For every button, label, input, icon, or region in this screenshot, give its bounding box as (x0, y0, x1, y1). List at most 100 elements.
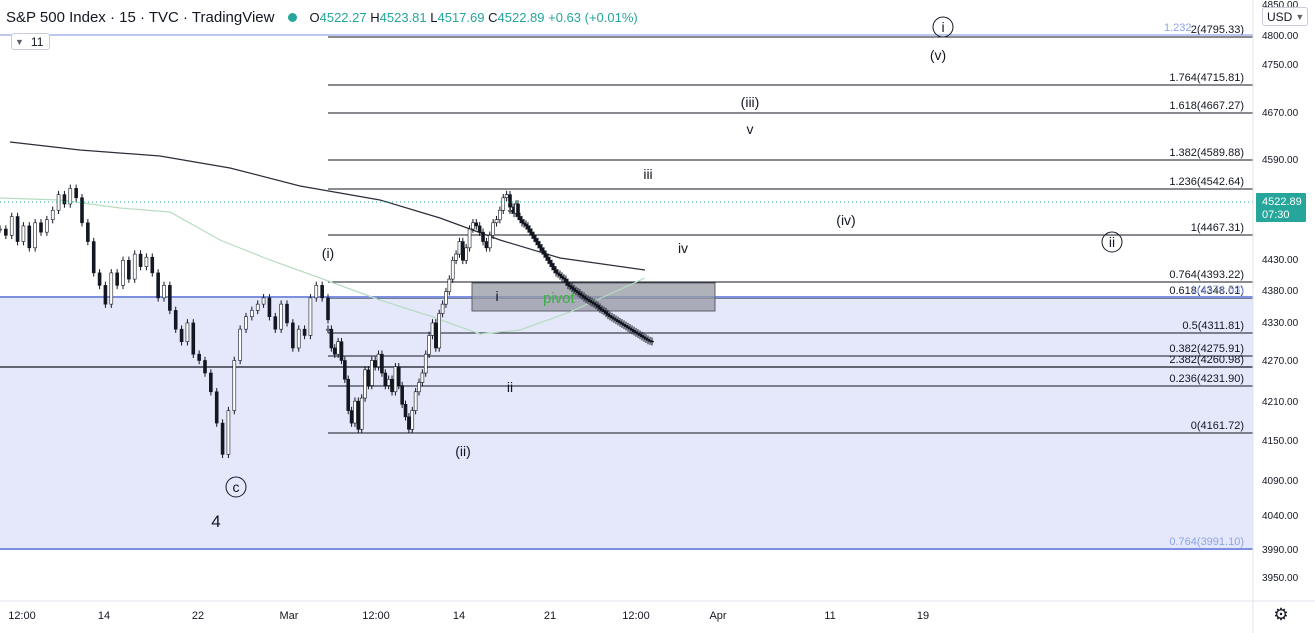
candle-body (359, 397, 364, 430)
candle-body (238, 328, 242, 361)
candle-body (121, 260, 125, 286)
candle-body (427, 335, 431, 355)
wave-label: (iii) (741, 94, 760, 110)
candle-body (353, 400, 357, 424)
candle-body (97, 272, 102, 286)
candle-body (80, 197, 84, 224)
fib-level-label: 2(4795.33) (1191, 24, 1244, 36)
candle-body (332, 347, 337, 355)
candle-body (376, 353, 381, 368)
candle-body (554, 269, 558, 274)
candle-body (403, 403, 408, 418)
candle-body (326, 297, 330, 321)
price-tick-label: 4590.00 (1262, 155, 1299, 166)
candle-body (244, 316, 248, 330)
candle-body (481, 231, 485, 242)
candle-body (279, 303, 283, 330)
candle-body (336, 341, 340, 355)
price-tick-label: 4040.00 (1262, 511, 1299, 522)
candle-body (173, 310, 178, 330)
price-tick-label: 4210.00 (1262, 397, 1299, 408)
gear-icon[interactable]: ⚙ (1273, 605, 1289, 624)
candle-body (494, 219, 499, 224)
indicators-collapse-toggle[interactable]: ▼ 11 (11, 33, 50, 50)
time-tick-label: 21 (544, 610, 556, 622)
candle-body (232, 360, 237, 411)
candle-body (15, 216, 20, 242)
currency-value: USD (1267, 9, 1293, 24)
fib-level-label: 0.764(4393.22) (1169, 269, 1244, 281)
candle-body (226, 410, 231, 455)
market-status-dot[interactable] (288, 13, 298, 22)
chart-legend[interactable]: S&P 500 Index · 15 · TVC · TradingView O… (6, 9, 638, 26)
fib-level-label: 0.236(4231.90) (1169, 373, 1244, 385)
price-axis[interactable]: 4850.00 4800.00 4750.00 4670.00 4590.00 4430.… (1262, 0, 1299, 584)
time-tick-label: 19 (917, 610, 929, 622)
wave-label: iii (643, 166, 652, 182)
wave-label: 4 (211, 512, 220, 531)
currency-select[interactable]: USD ▼ (1262, 7, 1308, 26)
time-tick-label: 14 (98, 610, 110, 622)
candle-body (536, 241, 540, 245)
candle-body (138, 253, 143, 267)
candle-body (250, 310, 254, 317)
candle-body (504, 194, 509, 199)
candle-body (530, 231, 534, 236)
time-tick-label: 14 (453, 610, 465, 622)
ohlc-high-value: 4523.81 (379, 10, 427, 25)
ohlc-open-label: O (309, 10, 320, 25)
wave-label: i (495, 288, 498, 304)
candle-body (542, 250, 546, 255)
time-tick-label: 12:00 (622, 610, 650, 622)
candle-body (434, 322, 438, 349)
candle-body (261, 297, 266, 305)
candle-body (314, 285, 319, 299)
wave-label: c (233, 479, 240, 495)
fib-level-label: 0.382(4275.91) (1169, 343, 1244, 355)
candle-body (396, 366, 401, 386)
candle-body (179, 328, 184, 343)
time-axis[interactable]: 12:00 14 22 Mar 12:00 14 21 12:00 Apr 11 19 (8, 610, 929, 622)
candle-body (203, 360, 207, 374)
candle-body (564, 278, 568, 283)
wave-label: i (941, 19, 944, 35)
candle-body (447, 278, 452, 292)
candle-body (440, 303, 445, 314)
fib-level-label: 0.618(4348.01) (1169, 285, 1244, 297)
candle-body (39, 222, 43, 233)
last-price-value: 4522.89 (1262, 196, 1302, 208)
wave-label-circle (1101, 231, 1123, 253)
candle-body (109, 272, 114, 305)
wave-label: iv (678, 240, 688, 256)
moving-average-lines (0, 141, 646, 335)
last-price-tag: 4522.89 07:30 (1256, 193, 1306, 222)
fib-level-label: 1.764(4715.81) (1169, 72, 1244, 84)
candle-body (220, 422, 225, 455)
candle-body (538, 244, 542, 249)
wave-label: (v) (930, 47, 946, 63)
candle-body (209, 372, 213, 393)
candle-body (528, 228, 532, 233)
ohlc-values: O4522.27 H4523.81 L4517.69 C4522.89 +0.6… (309, 10, 637, 25)
candle-body (457, 241, 462, 255)
candle-body (329, 328, 334, 349)
candle-body (532, 234, 536, 239)
candle-body (68, 188, 73, 205)
bar-countdown: 07:30 (1262, 209, 1290, 221)
symbol-title[interactable]: S&P 500 Index · 15 · TVC · TradingView (6, 9, 275, 26)
ohlc-high-label: H (370, 10, 380, 25)
candle-body (366, 369, 371, 386)
candle-body (285, 303, 289, 324)
price-candles (0, 184, 654, 459)
candle-body (339, 341, 344, 361)
fib-level-label: 2.382(4260.98) (1169, 354, 1244, 366)
candle-body (430, 322, 435, 336)
candle-body (91, 241, 96, 274)
candle-body (9, 216, 14, 236)
candle-body (471, 222, 475, 230)
chevron-down-icon: ▼ (15, 36, 24, 47)
candle-body (214, 391, 219, 424)
candle-body (498, 209, 502, 220)
